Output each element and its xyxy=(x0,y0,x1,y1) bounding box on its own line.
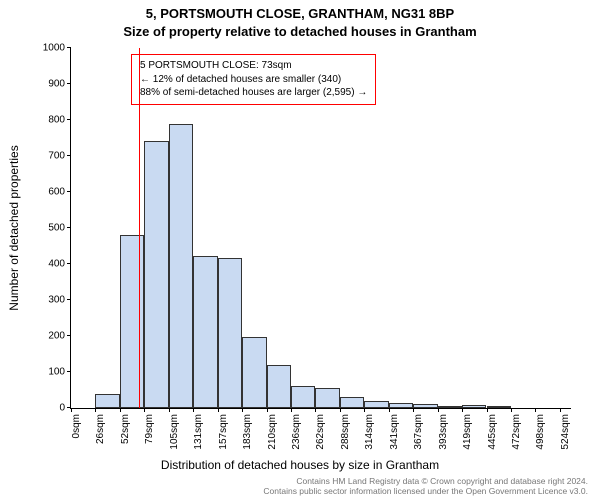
y-tick-label: 300 xyxy=(48,295,71,306)
x-tick-mark xyxy=(389,408,390,412)
x-tick-label: 236sqm xyxy=(291,414,302,450)
x-tick-label: 419sqm xyxy=(462,414,473,450)
histogram-bar xyxy=(291,386,315,408)
x-tick-label: 210sqm xyxy=(267,414,278,450)
y-tick-mark xyxy=(67,191,71,192)
x-tick-mark xyxy=(169,408,170,412)
x-tick-mark xyxy=(120,408,121,412)
x-tick-label: 131sqm xyxy=(193,414,204,450)
y-tick-mark xyxy=(67,263,71,264)
annotation-line: 88% of semi-detached houses are larger (… xyxy=(140,86,367,100)
x-tick-mark xyxy=(438,408,439,412)
histogram-bar xyxy=(340,397,364,408)
x-tick-mark xyxy=(560,408,561,412)
histogram-bar xyxy=(389,403,413,408)
x-tick-label: 524sqm xyxy=(560,414,571,450)
annotation-box: 5 PORTSMOUTH CLOSE: 73sqm ← 12% of detac… xyxy=(131,54,376,105)
x-tick-mark xyxy=(462,408,463,412)
histogram-bar xyxy=(438,406,462,408)
x-tick-label: 105sqm xyxy=(169,414,180,450)
x-tick-mark xyxy=(242,408,243,412)
x-tick-mark xyxy=(144,408,145,412)
y-tick-label: 800 xyxy=(48,115,71,126)
x-tick-mark xyxy=(95,408,96,412)
x-tick-mark xyxy=(535,408,536,412)
x-tick-mark xyxy=(315,408,316,412)
y-tick-label: 900 xyxy=(48,79,71,90)
x-tick-mark xyxy=(193,408,194,412)
histogram-bar xyxy=(242,337,266,408)
y-tick-label: 1000 xyxy=(43,43,71,54)
chart-container: 5, PORTSMOUTH CLOSE, GRANTHAM, NG31 8BP … xyxy=(0,0,600,500)
x-tick-label: 314sqm xyxy=(364,414,375,450)
chart-title-address: 5, PORTSMOUTH CLOSE, GRANTHAM, NG31 8BP xyxy=(0,6,600,21)
y-tick-label: 500 xyxy=(48,223,71,234)
x-tick-mark xyxy=(340,408,341,412)
histogram-bar xyxy=(218,258,242,408)
x-tick-mark xyxy=(511,408,512,412)
histogram-bar xyxy=(413,404,437,408)
x-tick-label: 445sqm xyxy=(487,414,498,450)
y-tick-label: 200 xyxy=(48,331,71,342)
y-tick-mark xyxy=(67,83,71,84)
x-tick-label: 472sqm xyxy=(511,414,522,450)
y-tick-mark xyxy=(67,371,71,372)
y-tick-mark xyxy=(67,155,71,156)
x-tick-mark xyxy=(267,408,268,412)
x-axis-label: Distribution of detached houses by size … xyxy=(0,458,600,472)
annotation-line: 5 PORTSMOUTH CLOSE: 73sqm xyxy=(140,59,367,73)
reference-line xyxy=(139,48,140,408)
histogram-bar xyxy=(144,141,168,408)
y-axis-label: Number of detached properties xyxy=(7,145,21,310)
y-tick-label: 0 xyxy=(59,403,71,414)
x-tick-label: 288sqm xyxy=(340,414,351,450)
x-tick-label: 262sqm xyxy=(315,414,326,450)
x-tick-mark xyxy=(291,408,292,412)
x-tick-mark xyxy=(487,408,488,412)
footer-line: Contains HM Land Registry data © Crown c… xyxy=(263,476,588,486)
y-tick-mark xyxy=(67,47,71,48)
x-tick-label: 341sqm xyxy=(389,414,400,450)
y-tick-label: 400 xyxy=(48,259,71,270)
y-tick-mark xyxy=(67,227,71,228)
histogram-bar xyxy=(487,406,511,408)
plot-area: 5 PORTSMOUTH CLOSE: 73sqm ← 12% of detac… xyxy=(70,48,571,409)
histogram-bar xyxy=(193,256,217,408)
histogram-bar xyxy=(364,401,388,408)
y-tick-label: 100 xyxy=(48,367,71,378)
x-tick-mark xyxy=(71,408,72,412)
x-tick-label: 0sqm xyxy=(71,414,82,438)
y-tick-label: 600 xyxy=(48,187,71,198)
x-tick-label: 367sqm xyxy=(413,414,424,450)
footer-credits: Contains HM Land Registry data © Crown c… xyxy=(263,476,588,496)
histogram-bar xyxy=(120,235,144,408)
x-tick-mark xyxy=(364,408,365,412)
histogram-bar xyxy=(267,365,291,408)
x-tick-label: 157sqm xyxy=(218,414,229,450)
y-tick-label: 700 xyxy=(48,151,71,162)
y-tick-mark xyxy=(67,119,71,120)
annotation-line: ← 12% of detached houses are smaller (34… xyxy=(140,73,367,87)
y-tick-mark xyxy=(67,335,71,336)
x-tick-mark xyxy=(218,408,219,412)
x-tick-label: 79sqm xyxy=(144,414,155,444)
histogram-bar xyxy=(462,405,486,408)
x-tick-label: 498sqm xyxy=(535,414,546,450)
x-tick-mark xyxy=(413,408,414,412)
histogram-bar xyxy=(169,124,193,408)
histogram-bar xyxy=(95,394,119,408)
x-tick-label: 393sqm xyxy=(438,414,449,450)
x-tick-label: 183sqm xyxy=(242,414,253,450)
y-tick-mark xyxy=(67,299,71,300)
chart-title-sub: Size of property relative to detached ho… xyxy=(0,24,600,39)
histogram-bar xyxy=(315,388,339,408)
footer-line: Contains public sector information licen… xyxy=(263,486,588,496)
x-tick-label: 52sqm xyxy=(120,414,131,444)
x-tick-label: 26sqm xyxy=(95,414,106,444)
